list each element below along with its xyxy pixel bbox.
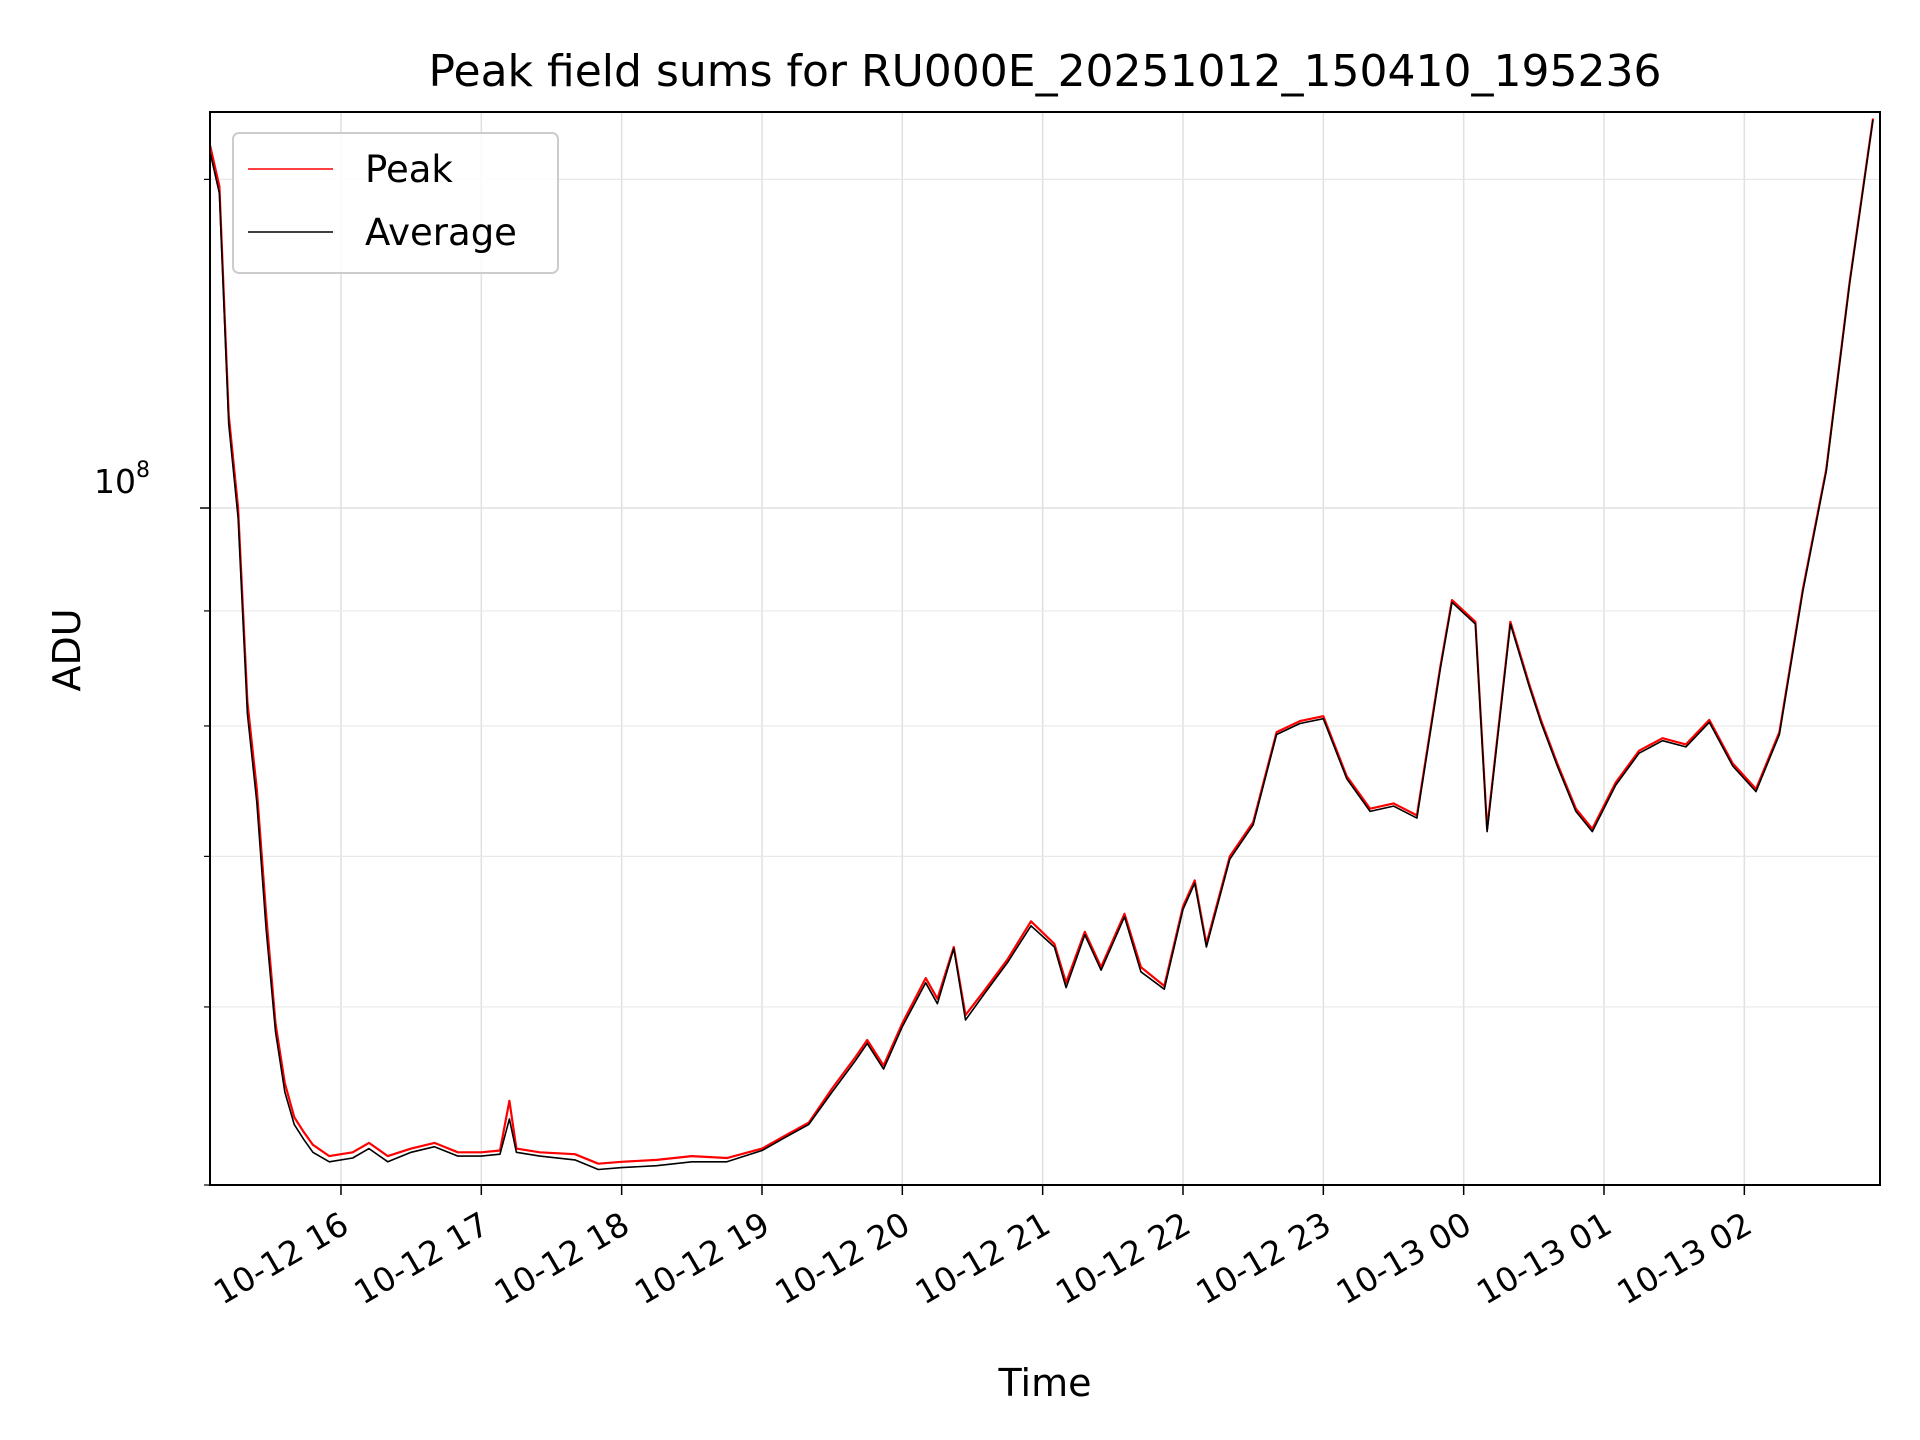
y-tick-exponent: 8	[136, 458, 150, 483]
legend: Peak Average	[232, 132, 559, 274]
legend-label-peak: Peak	[365, 148, 453, 191]
plot-frame	[209, 111, 1881, 1186]
x-axis-label: Time	[998, 1361, 1092, 1405]
legend-label-average: Average	[365, 211, 517, 254]
legend-box	[232, 132, 559, 274]
series-line-peak	[208, 118, 1875, 1165]
grid-lines	[210, 112, 1880, 1186]
chart-title: Peak field sums for RU000E_20251012_1504…	[429, 46, 1662, 97]
y-tick-label-1e8: 108	[94, 458, 150, 501]
plot-lines	[208, 118, 1875, 1171]
y-tick-base: 10	[94, 462, 136, 501]
y-axis-label: ADU	[45, 608, 89, 691]
series-line-average	[209, 119, 1874, 1171]
